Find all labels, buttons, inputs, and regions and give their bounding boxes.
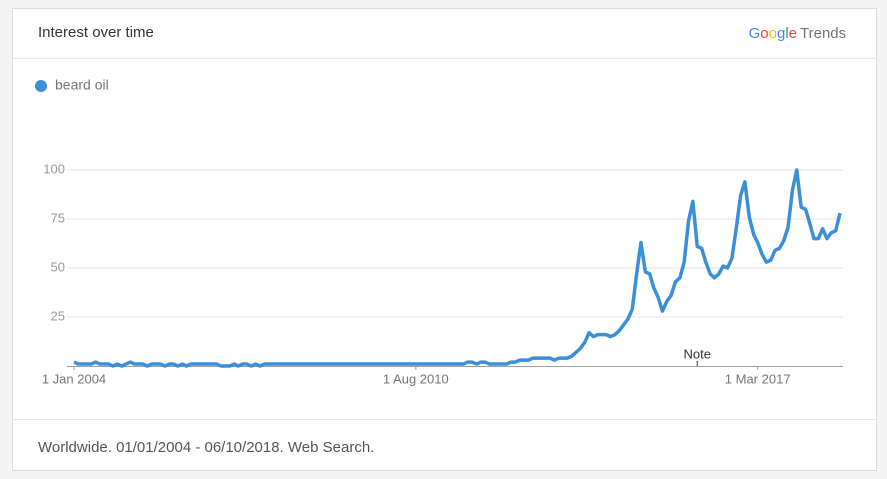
- annotation: Note: [684, 346, 711, 361]
- footer: Worldwide. 01/01/2004 - 06/10/2018. Web …: [38, 439, 374, 456]
- x-tick-label: 1 Aug 2010: [383, 371, 449, 386]
- y-tick-label: 75: [51, 210, 65, 225]
- legend-marker: [35, 80, 47, 92]
- chart-title: Interest over time: [38, 24, 154, 41]
- y-tick-label: 100: [43, 161, 65, 176]
- card: [12, 8, 877, 471]
- series-line: [73, 168, 842, 368]
- y-tick-label: 25: [51, 308, 65, 323]
- product-name: Trends: [800, 25, 846, 42]
- x-tick-label: 1 Mar 2017: [725, 371, 791, 386]
- brand-logo: Google: [749, 25, 797, 42]
- x-tick-label: 1 Jan 2004: [42, 371, 106, 386]
- y-tick-label: 50: [51, 259, 65, 274]
- legend-label: beard oil: [55, 77, 109, 93]
